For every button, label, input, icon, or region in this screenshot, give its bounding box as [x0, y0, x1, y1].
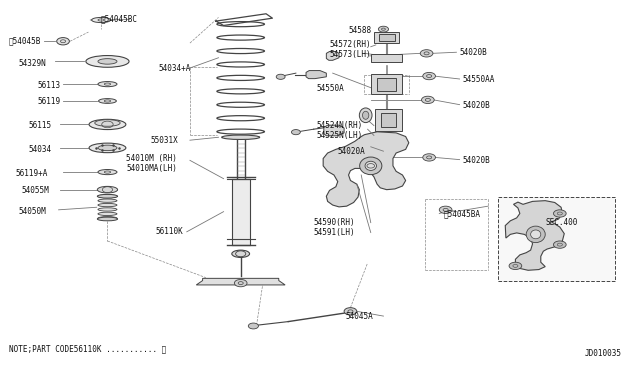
Bar: [381, 113, 396, 127]
Text: JD010035: JD010035: [584, 349, 621, 358]
Text: ※54045BA: ※54045BA: [444, 209, 481, 218]
Polygon shape: [505, 201, 564, 270]
Text: 54050M: 54050M: [19, 207, 46, 216]
Circle shape: [509, 262, 522, 270]
Bar: [377, 78, 396, 90]
Text: 54572(RH): 54572(RH): [330, 41, 371, 49]
Text: 54020A: 54020A: [338, 147, 365, 156]
Text: 56119+A: 56119+A: [15, 169, 48, 178]
Text: 56110K: 56110K: [155, 227, 183, 236]
Ellipse shape: [98, 81, 117, 87]
Ellipse shape: [97, 186, 118, 193]
Circle shape: [439, 206, 452, 214]
Circle shape: [234, 279, 247, 287]
Text: 54020B: 54020B: [460, 48, 487, 57]
Ellipse shape: [531, 230, 541, 239]
Text: 54020B: 54020B: [463, 156, 490, 165]
Text: 56115: 56115: [28, 121, 51, 130]
Ellipse shape: [89, 143, 126, 153]
Ellipse shape: [98, 208, 117, 211]
Text: 54055M: 54055M: [22, 186, 49, 195]
Circle shape: [344, 308, 356, 315]
Ellipse shape: [98, 170, 117, 174]
Circle shape: [378, 26, 388, 32]
Circle shape: [422, 96, 434, 103]
Text: 55031X: 55031X: [150, 136, 179, 145]
Bar: [232, 179, 250, 245]
Polygon shape: [306, 71, 326, 78]
Text: ※54045BC: ※54045BC: [101, 15, 138, 24]
Polygon shape: [326, 51, 339, 60]
Polygon shape: [323, 132, 409, 207]
Text: 54010MA(LH): 54010MA(LH): [127, 164, 177, 173]
Bar: [371, 54, 403, 62]
Ellipse shape: [98, 195, 117, 198]
Ellipse shape: [98, 203, 117, 207]
Text: ※54045B: ※54045B: [9, 37, 42, 46]
Ellipse shape: [362, 111, 369, 119]
Ellipse shape: [526, 226, 545, 243]
Ellipse shape: [360, 157, 382, 174]
Ellipse shape: [221, 135, 260, 140]
Text: 54329N: 54329N: [19, 59, 46, 68]
Ellipse shape: [98, 59, 117, 64]
Ellipse shape: [98, 217, 117, 220]
Text: 54588: 54588: [349, 26, 372, 35]
Text: 56119: 56119: [38, 97, 61, 106]
Bar: [371, 74, 403, 94]
Circle shape: [276, 74, 285, 79]
Text: 54034: 54034: [28, 145, 51, 154]
Ellipse shape: [98, 212, 117, 215]
Text: 54034+A: 54034+A: [158, 64, 191, 73]
Text: NOTE;PART CODE56110K ........... ※: NOTE;PART CODE56110K ........... ※: [9, 344, 166, 353]
Bar: [379, 34, 394, 41]
Ellipse shape: [89, 119, 126, 129]
Bar: [374, 32, 399, 43]
Text: 54010M (RH): 54010M (RH): [127, 154, 177, 163]
Text: 54591(LH): 54591(LH): [314, 228, 355, 237]
Text: 56113: 56113: [38, 81, 61, 90]
Text: 54525N(LH): 54525N(LH): [316, 131, 362, 140]
Ellipse shape: [365, 161, 376, 170]
Text: SEC.400: SEC.400: [545, 218, 578, 227]
Text: 54045A: 54045A: [346, 312, 373, 321]
Ellipse shape: [98, 145, 117, 151]
Ellipse shape: [86, 55, 129, 67]
Bar: [375, 109, 402, 131]
Circle shape: [554, 210, 566, 217]
Ellipse shape: [359, 108, 372, 123]
Circle shape: [423, 73, 435, 80]
FancyBboxPatch shape: [498, 197, 615, 281]
Text: 54573(LH): 54573(LH): [330, 50, 371, 59]
Circle shape: [554, 241, 566, 248]
Text: 54550A: 54550A: [316, 84, 344, 93]
Ellipse shape: [98, 199, 117, 202]
Ellipse shape: [232, 250, 250, 257]
Circle shape: [248, 323, 259, 329]
Text: 54020B: 54020B: [463, 101, 490, 110]
Ellipse shape: [95, 120, 120, 126]
Circle shape: [291, 129, 300, 135]
Circle shape: [423, 154, 435, 161]
Ellipse shape: [92, 17, 111, 23]
Polygon shape: [196, 278, 285, 285]
Text: 54550AA: 54550AA: [463, 75, 495, 84]
Circle shape: [57, 38, 69, 45]
Circle shape: [420, 50, 433, 57]
Ellipse shape: [99, 99, 116, 103]
Polygon shape: [324, 125, 344, 136]
Ellipse shape: [97, 195, 118, 198]
Text: 54524N(RH): 54524N(RH): [316, 121, 362, 130]
Text: 54590(RH): 54590(RH): [314, 218, 355, 227]
Ellipse shape: [97, 217, 118, 221]
